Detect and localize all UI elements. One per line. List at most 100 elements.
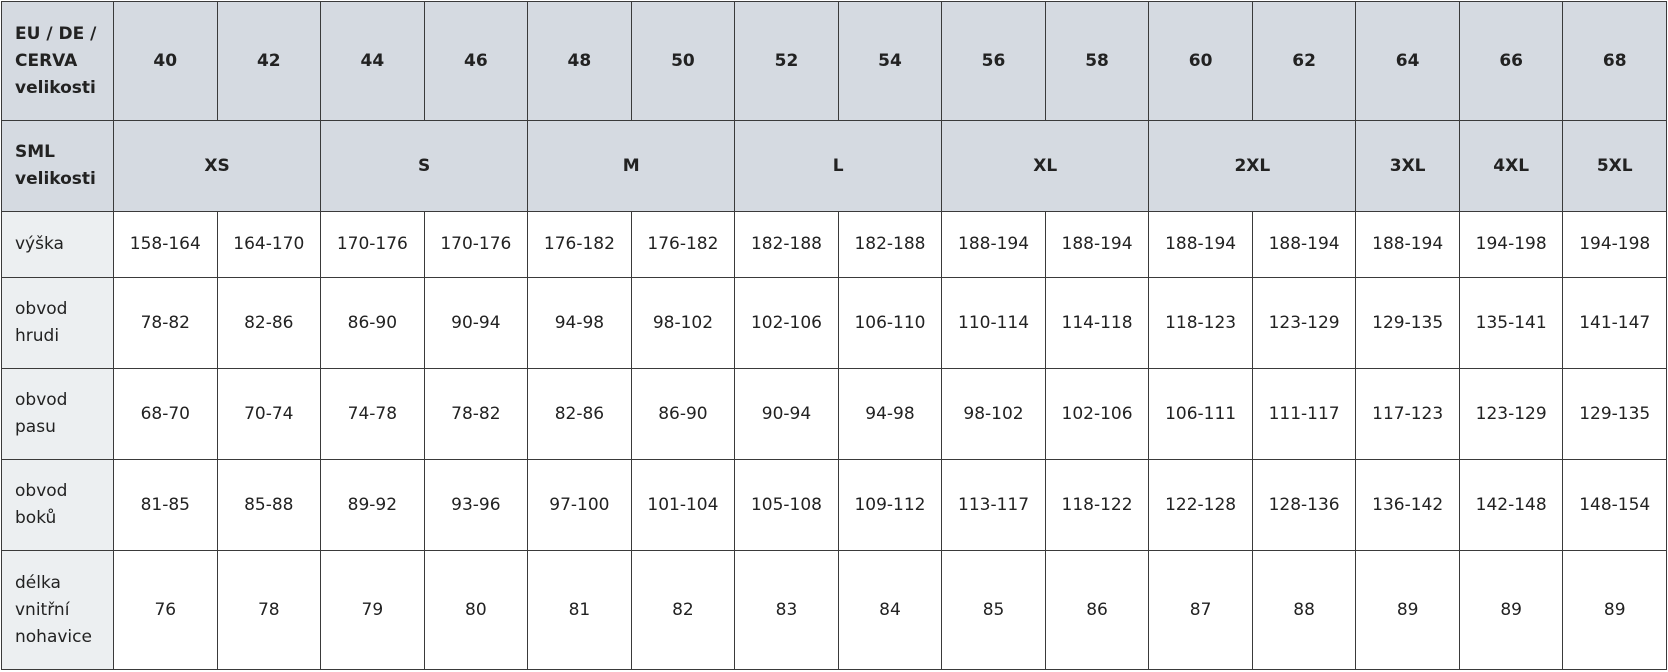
measure-cell: 113-117 (941, 459, 1046, 551)
size-cell: 44 (320, 1, 425, 121)
measure-cell: 182-188 (837, 211, 943, 278)
measure-cell: 129-135 (1562, 368, 1667, 460)
measure-cell: 106-111 (1148, 368, 1253, 460)
measure-cell: 122-128 (1148, 459, 1253, 551)
measure-cell: 128-136 (1251, 459, 1357, 551)
measure-cell: 80 (423, 550, 529, 670)
measure-cell: 118-123 (1148, 277, 1253, 369)
measure-cell: 123-129 (1251, 277, 1357, 369)
measure-row: výška 158-164 164-170 170-176 170-176 176-182… (1, 211, 1667, 278)
row-label: obvod hrudi (1, 277, 114, 369)
sml-cell: 5XL (1562, 120, 1667, 212)
measure-cell: 89 (1562, 550, 1667, 670)
measure-cell: 79 (320, 550, 425, 670)
measure-cell: 170-176 (320, 211, 425, 278)
measure-cell: 90-94 (423, 277, 529, 369)
size-cell: 42 (216, 1, 322, 121)
measure-cell: 87 (1148, 550, 1253, 670)
measure-cell: 98-102 (941, 368, 1046, 460)
sml-cell: XS (112, 120, 322, 212)
size-cell: 56 (941, 1, 1046, 121)
measure-cell: 176-182 (630, 211, 736, 278)
measure-row: délka vnitřní nohavice 76 78 79 80 81 82 83 84 85… (1, 550, 1667, 670)
measure-row: obvod boků 81-85 85-88 89-92 93-96 97-100 101-… (1, 459, 1667, 551)
measure-cell: 176-182 (527, 211, 632, 278)
measure-cell: 114-118 (1044, 277, 1150, 369)
measure-cell: 111-117 (1251, 368, 1357, 460)
sml-cell: XL (941, 120, 1150, 212)
measure-cell: 188-194 (1355, 211, 1460, 278)
row-label: výška (1, 211, 114, 278)
measure-cell: 97-100 (527, 459, 632, 551)
measure-cell: 84 (837, 550, 943, 670)
measure-cell: 129-135 (1355, 277, 1460, 369)
sml-cell: M (527, 120, 736, 212)
sml-cell: S (320, 120, 529, 212)
size-cell: 52 (734, 1, 839, 121)
measure-cell: 90-94 (734, 368, 839, 460)
measure-cell: 142-148 (1458, 459, 1564, 551)
measure-cell: 188-194 (1148, 211, 1253, 278)
measure-cell: 136-142 (1355, 459, 1460, 551)
measure-cell: 76 (113, 550, 218, 670)
row-label: SML velikosti (1, 120, 114, 212)
measure-cell: 106-110 (837, 277, 943, 369)
measure-cell: 89 (1458, 550, 1564, 670)
size-cell: 64 (1355, 1, 1460, 121)
measure-cell: 82 (630, 550, 736, 670)
measure-cell: 83 (734, 550, 839, 670)
measure-cell: 78 (216, 550, 322, 670)
size-cell: 58 (1044, 1, 1150, 121)
measure-cell: 188-194 (1044, 211, 1150, 278)
measure-cell: 82-86 (216, 277, 322, 369)
measure-cell: 98-102 (630, 277, 736, 369)
size-cell: 66 (1458, 1, 1564, 121)
measure-cell: 188-194 (1251, 211, 1357, 278)
measure-cell: 182-188 (734, 211, 839, 278)
size-cell: 46 (423, 1, 529, 121)
size-cell: 68 (1562, 1, 1667, 121)
measure-row: obvod hrudi 78-82 82-86 86-90 90-94 94-98 98-1… (1, 277, 1667, 369)
size-cell: 50 (630, 1, 736, 121)
measure-cell: 105-108 (734, 459, 839, 551)
sml-cell: 4XL (1458, 120, 1564, 212)
measure-cell: 86-90 (630, 368, 736, 460)
measure-cell: 85-88 (216, 459, 322, 551)
measure-cell: 81 (527, 550, 632, 670)
measure-cell: 101-104 (630, 459, 736, 551)
measure-row: obvod pasu 68-70 70-74 74-78 78-82 82-86 86-90… (1, 368, 1667, 460)
measure-cell: 70-74 (216, 368, 322, 460)
sml-cell: 2XL (1148, 120, 1357, 212)
measure-cell: 74-78 (320, 368, 425, 460)
row-label: obvod pasu (1, 368, 114, 460)
measure-cell: 109-112 (837, 459, 943, 551)
sml-cell: 3XL (1355, 120, 1460, 212)
measure-cell: 82-86 (527, 368, 632, 460)
size-cell: 62 (1251, 1, 1357, 121)
measure-cell: 81-85 (113, 459, 218, 551)
measure-cell: 117-123 (1355, 368, 1460, 460)
size-cell: 48 (527, 1, 632, 121)
measure-cell: 94-98 (527, 277, 632, 369)
size-cell: 54 (837, 1, 943, 121)
measure-cell: 194-198 (1458, 211, 1564, 278)
measure-cell: 89 (1355, 550, 1460, 670)
measure-cell: 188-194 (941, 211, 1046, 278)
measure-cell: 123-129 (1458, 368, 1564, 460)
measure-cell: 85 (941, 550, 1046, 670)
measure-cell: 110-114 (941, 277, 1046, 369)
measure-cell: 135-141 (1458, 277, 1564, 369)
measure-cell: 86 (1044, 550, 1150, 670)
measure-cell: 164-170 (216, 211, 322, 278)
measure-cell: 88 (1251, 550, 1357, 670)
size-cell: 60 (1148, 1, 1253, 121)
measure-cell: 102-106 (1044, 368, 1150, 460)
measure-cell: 78-82 (423, 368, 529, 460)
measure-cell: 170-176 (423, 211, 529, 278)
row-label: EU / DE / CERVA velikosti (1, 1, 114, 121)
row-label: délka vnitřní nohavice (1, 550, 114, 670)
measure-cell: 94-98 (837, 368, 943, 460)
measure-cell: 89-92 (320, 459, 425, 551)
sml-cell: L (734, 120, 943, 212)
